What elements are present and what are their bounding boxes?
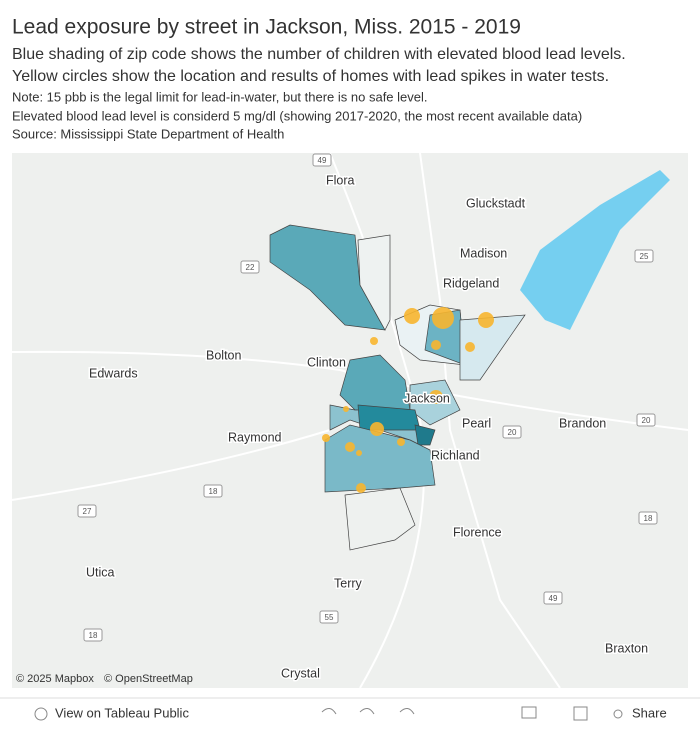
road-shield-label: 18 <box>209 487 218 496</box>
place-label: Jackson <box>404 391 450 405</box>
road-shield-label: 22 <box>246 263 255 272</box>
road-shield-label: 27 <box>83 507 92 516</box>
road-shield-label: 49 <box>549 594 558 603</box>
place-label: Clinton <box>307 355 346 369</box>
road-shield <box>77 504 97 518</box>
subtitle: Yellow circles show the location and res… <box>12 68 609 85</box>
road-shield <box>240 260 260 274</box>
road-shield-label: 55 <box>325 613 334 622</box>
road-shield <box>502 425 522 439</box>
place-label: Florence <box>453 525 502 539</box>
view-link[interactable]: View on Tableau Public <box>55 705 189 720</box>
road-shield-label: 25 <box>640 252 649 261</box>
road-shield <box>312 153 332 167</box>
road-shield <box>203 484 223 498</box>
map[interactable] <box>11 152 689 689</box>
share-button[interactable]: Share <box>632 705 667 720</box>
place-label: Madison <box>460 246 507 260</box>
place-label: Ridgeland <box>443 276 499 290</box>
place-label: Flora <box>326 173 355 187</box>
place-label: Richland <box>431 448 480 462</box>
road-shield <box>636 413 656 427</box>
place-label: Braxton <box>605 641 648 655</box>
road-shield <box>543 591 563 605</box>
reservoir <box>520 170 670 330</box>
road-shield-label: 18 <box>644 514 653 523</box>
attribution: © OpenStreetMap <box>104 673 193 685</box>
place-label: Bolton <box>206 348 241 362</box>
place-label: Gluckstadt <box>466 196 526 210</box>
place-label: Pearl <box>462 416 491 430</box>
subtitle: Blue shading of zip code shows the numbe… <box>12 46 626 63</box>
note: Source: Mississippi State Department of … <box>12 126 284 141</box>
note: Elevated blood lead level is considerd 5… <box>12 108 582 123</box>
test-circles <box>322 307 494 493</box>
note: Note: 15 pbb is the legal limit for lead… <box>12 89 428 104</box>
road-shield <box>319 610 339 624</box>
place-label: Raymond <box>228 430 282 444</box>
road-shield-label: 20 <box>508 428 517 437</box>
place-label: Edwards <box>89 366 138 380</box>
place-label: Terry <box>334 576 363 590</box>
road-shield-label: 18 <box>89 631 98 640</box>
place-label: Utica <box>86 565 115 579</box>
attribution: © 2025 Mapbox <box>16 673 94 685</box>
place-label: Crystal <box>281 666 320 680</box>
place-label: Brandon <box>559 416 606 430</box>
road-shield <box>634 249 654 263</box>
toolbar-icons <box>34 706 623 721</box>
road-shield-label: 20 <box>642 416 651 425</box>
road-shield <box>638 511 658 525</box>
road-shield-label: 49 <box>318 156 327 165</box>
road-shield <box>83 628 103 642</box>
title: Lead exposure by street in Jackson, Miss… <box>12 16 521 39</box>
